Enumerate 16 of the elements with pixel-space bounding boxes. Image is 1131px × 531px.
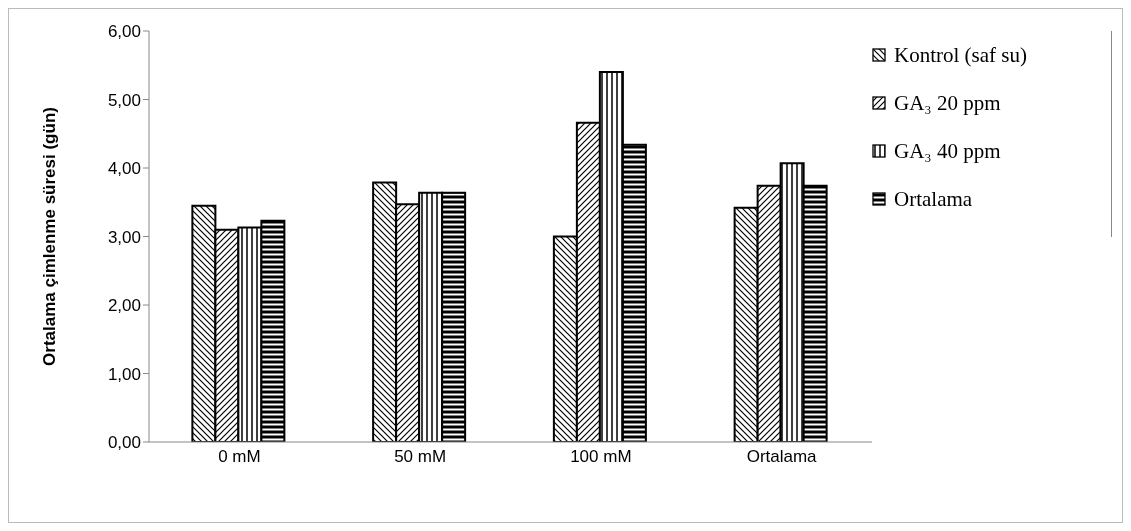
x-tick-label: 0 mM <box>218 447 261 467</box>
x-tick-label: 100 mM <box>570 447 632 467</box>
y-tick-label: 4,00 <box>107 159 141 179</box>
y-tick-label: 0,00 <box>107 433 141 453</box>
y-tick-label: 2,00 <box>107 296 141 316</box>
legend-label: Kontrol (saf su) <box>894 42 1027 68</box>
y-axis-title: Ortalama çimlenme süresi (gün) <box>40 107 60 366</box>
y-tick-label: 6,00 <box>107 22 141 42</box>
legend-label: GA₃ 20 ppm <box>894 90 1001 116</box>
legend-label: GA₃ 40 ppm <box>894 138 1001 164</box>
x-tick-label: Ortalama <box>746 447 818 467</box>
y-tick-label: 5,00 <box>107 90 141 110</box>
y-tick-label: 3,00 <box>107 227 141 247</box>
x-tick-label: 50 mM <box>394 447 447 467</box>
legend-label: Ortalama <box>894 186 973 212</box>
y-tick-label: 1,00 <box>107 364 141 384</box>
